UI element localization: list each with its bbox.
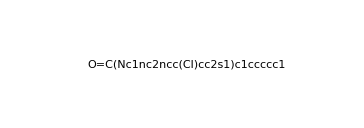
Text: O=C(Nc1nc2ncc(Cl)cc2s1)c1ccccc1: O=C(Nc1nc2ncc(Cl)cc2s1)c1ccccc1	[87, 60, 286, 70]
